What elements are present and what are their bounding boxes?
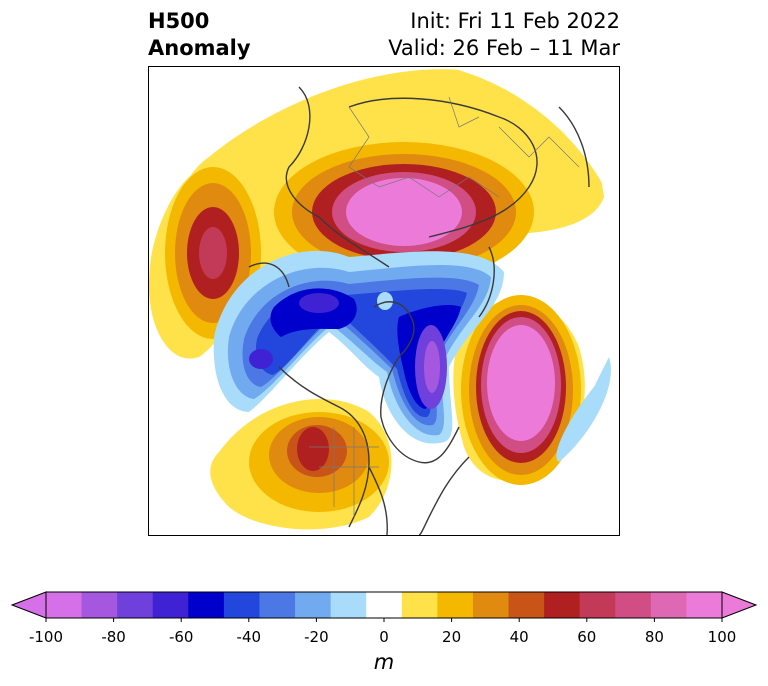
- colorbar-cell: [152, 592, 189, 618]
- unit-label: m: [373, 650, 395, 674]
- colorbar-cell: [686, 592, 723, 618]
- colorbar-tick-label: 80: [644, 628, 664, 646]
- siberian-trough-core: [299, 293, 339, 313]
- small-light-blue-cell: [377, 292, 393, 310]
- colorbar-cell: [188, 592, 225, 618]
- valid-period: Valid: 26 Feb – 11 Mar: [388, 36, 620, 60]
- colorbar-ticks: [45, 618, 723, 622]
- colorbar-cell: [117, 592, 154, 618]
- colorbar-tick-label: -60: [168, 628, 194, 646]
- colorbar-tick-label: 100: [707, 628, 737, 646]
- colorbar-tick-label: -80: [101, 628, 126, 646]
- colorbar-tick-label: -20: [304, 628, 329, 646]
- colorbar-tick-label: 40: [509, 628, 529, 646]
- colorbar-extend-high: [721, 591, 758, 619]
- colorbar-tick-label: -40: [236, 628, 262, 646]
- colorbar-tick-label: 0: [379, 628, 389, 646]
- borders: [309, 96, 580, 517]
- map-panel: [148, 66, 620, 536]
- westus-ridge-60: [297, 427, 329, 471]
- atlantic-negative-streak: [556, 357, 611, 462]
- colorbar-cell: [330, 592, 367, 618]
- colorbar-cell: [366, 592, 403, 618]
- coastlines: [248, 86, 590, 535]
- colorbar-cell: [81, 592, 118, 618]
- atlantic-high-100: [487, 325, 555, 441]
- colorbar-tick-label: -100: [28, 628, 64, 646]
- colorbar-cell: [615, 592, 652, 618]
- colorbar-cell: [579, 592, 616, 618]
- init-date: Init: Fri 11 Feb 2022: [410, 9, 620, 33]
- colorbar-cell: [401, 592, 438, 618]
- hudson-trough-peak: [424, 341, 440, 393]
- colorbar-cell: [295, 592, 332, 618]
- colorbar-cell: [508, 592, 545, 618]
- colorbar-tick-label: 20: [442, 628, 462, 646]
- title-quantity: Anomaly: [148, 36, 251, 60]
- pacific-ridge-70: [199, 227, 227, 279]
- colorbar-extend-low: [10, 591, 47, 619]
- colorbar-cell: [544, 592, 581, 618]
- chart-dates: Init: Fri 11 Feb 2022 Valid: 26 Feb – 11…: [388, 8, 620, 62]
- ural-high-100: [346, 178, 462, 246]
- colorbar-cells: [46, 592, 723, 618]
- chart-title: H500 Anomaly: [148, 8, 251, 62]
- colorbar-cell: [259, 592, 296, 618]
- bering-trough: [249, 349, 273, 369]
- colorbar-cell: [650, 592, 688, 618]
- colorbar-cell: [437, 592, 474, 618]
- colorbar-cell: [472, 592, 510, 618]
- title-variable: H500: [148, 9, 210, 33]
- colorbar-cell: [223, 592, 261, 618]
- colorbar: [10, 591, 758, 622]
- colorbar-tick-label: 60: [577, 628, 597, 646]
- colorbar-cell: [46, 592, 83, 618]
- anomaly-map: [149, 67, 619, 535]
